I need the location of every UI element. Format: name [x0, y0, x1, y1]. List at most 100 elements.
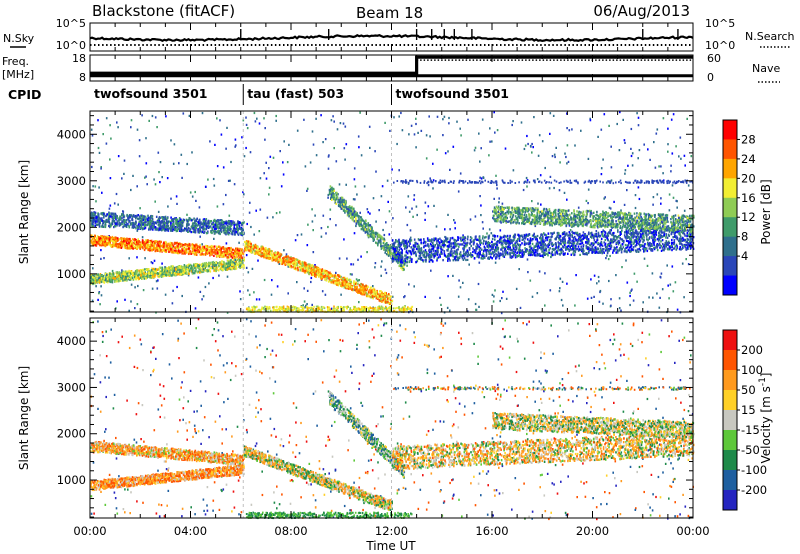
- power-cell: [224, 222, 226, 225]
- power-cell: [287, 310, 289, 313]
- power-cell: [357, 258, 359, 261]
- power-cell: [680, 157, 682, 160]
- power-cell: [491, 293, 494, 296]
- power-cell: [180, 243, 183, 246]
- power-cell: [208, 246, 210, 249]
- power-cell: [147, 246, 150, 249]
- power-cell: [236, 222, 239, 225]
- power-cell: [555, 146, 557, 149]
- power-cell: [157, 244, 160, 248]
- power-cell: [186, 162, 188, 166]
- power-cell: [162, 224, 165, 227]
- power-cell: [212, 251, 215, 254]
- power-cell: [229, 253, 231, 256]
- power-cell: [140, 277, 143, 280]
- power-cell: [218, 274, 220, 277]
- power-cell: [224, 232, 226, 235]
- power-cell: [112, 212, 115, 215]
- power-cell: [360, 255, 362, 258]
- power-cell: [526, 181, 528, 184]
- power-cell: [336, 128, 339, 131]
- power-cell: [643, 181, 646, 184]
- power-cell: [426, 182, 428, 185]
- power-cell: [197, 245, 199, 248]
- power-cell: [486, 232, 488, 235]
- power-cell: [374, 308, 377, 311]
- power-cell: [306, 306, 308, 308]
- power-cell: [316, 310, 319, 313]
- power-cell: [192, 224, 195, 228]
- power-cell: [91, 243, 94, 246]
- power-cell: [558, 189, 561, 192]
- cpid-label: CPID: [8, 87, 41, 102]
- power-cell: [226, 256, 229, 259]
- power-cell: [231, 248, 233, 251]
- power-cell: [151, 114, 154, 118]
- power-cell: [139, 244, 142, 247]
- power-cell: [205, 247, 207, 251]
- power-cell: [672, 196, 675, 199]
- power-cell: [229, 264, 231, 267]
- power-cell: [197, 251, 199, 254]
- power-cell: [128, 241, 130, 245]
- power-cell: [98, 292, 100, 295]
- power-cell: [170, 265, 173, 268]
- power-cell: [178, 224, 180, 227]
- power-cell: [117, 277, 120, 280]
- power-cell: [215, 261, 218, 264]
- power-cell: [250, 225, 252, 229]
- power-cell: [347, 306, 349, 308]
- power-cell: [228, 250, 230, 253]
- power-cell: [295, 309, 298, 312]
- power-cell: [268, 306, 270, 309]
- power-cell: [402, 180, 405, 183]
- power-cell: [531, 142, 533, 146]
- power-cell: [282, 307, 285, 309]
- power-cell: [656, 181, 658, 184]
- power-cell: [156, 126, 158, 129]
- power-cell: [149, 222, 152, 226]
- power-cell: [156, 244, 158, 247]
- power-cell: [524, 218, 527, 221]
- power-cell: [119, 241, 122, 244]
- power-cell: [652, 180, 654, 183]
- power-cell: [383, 233, 386, 237]
- power-cell: [98, 186, 100, 189]
- power-cell: [366, 208, 369, 211]
- power-cell: [92, 224, 94, 227]
- power-cell: [197, 264, 199, 267]
- power-cell: [537, 202, 539, 205]
- power-cell: [176, 250, 178, 253]
- power-cell: [382, 307, 385, 310]
- power-cell: [462, 234, 464, 237]
- power-cell: [684, 246, 687, 249]
- power-cell: [126, 246, 129, 249]
- power-cell: [662, 117, 665, 120]
- power-cell: [232, 230, 234, 233]
- power-cell: [544, 304, 546, 307]
- power-cell: [106, 273, 108, 276]
- power-cell: [127, 237, 130, 241]
- power-cell: [306, 289, 309, 292]
- power-cell: [345, 306, 347, 308]
- power-cell: [187, 244, 189, 247]
- power-cell: [180, 269, 182, 272]
- power-cell: [254, 120, 257, 123]
- power-cell: [511, 180, 513, 183]
- power-cell: [239, 227, 241, 230]
- power-cell: [99, 242, 102, 245]
- power-cell: [391, 168, 393, 171]
- power-cell: [103, 277, 105, 280]
- power-cell: [257, 259, 259, 262]
- power-cell: [532, 179, 535, 182]
- power-cell: [430, 179, 432, 182]
- power-cell: [128, 224, 130, 228]
- power-cell: [108, 238, 111, 241]
- power-cell: [180, 226, 183, 229]
- power-cell: [317, 306, 319, 309]
- power-cell: [151, 218, 154, 221]
- power-cell: [492, 210, 494, 213]
- power-cell: [327, 225, 329, 229]
- power-cell: [287, 265, 290, 268]
- power-cell: [194, 190, 196, 194]
